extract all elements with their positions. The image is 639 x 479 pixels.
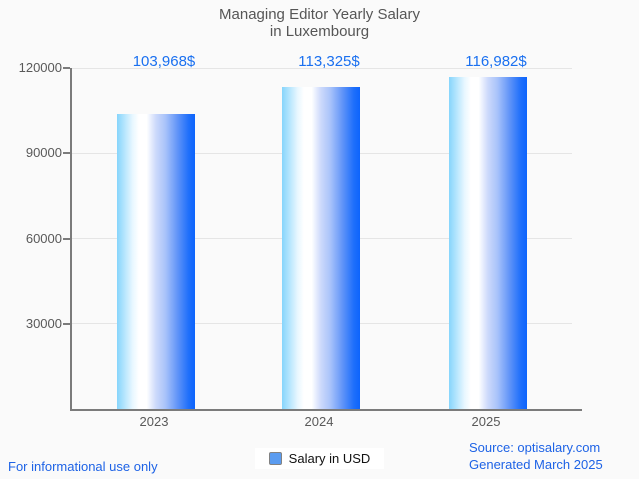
chart-title-line1: Managing Editor Yearly Salary xyxy=(219,6,420,23)
value-label-2023: 103,968$ xyxy=(132,53,196,70)
bar-2024 xyxy=(282,86,360,409)
legend-swatch-icon xyxy=(268,451,282,465)
source-link[interactable]: Source: optisalary.com xyxy=(469,440,601,455)
x-axis-label-2024: 2024 xyxy=(304,414,334,429)
legend: Salary in USD xyxy=(0,446,639,470)
bar-2025 xyxy=(449,76,527,409)
y-axis-label-90000: 90000 xyxy=(25,145,62,161)
y-tick-120000 xyxy=(63,67,70,69)
plot-area xyxy=(63,67,582,411)
value-label-2025: 116,982$ xyxy=(465,53,527,70)
legend-label: Salary in USD xyxy=(288,450,371,466)
value-label-2024: 113,325$ xyxy=(298,53,360,70)
y-tick-90000 xyxy=(63,152,70,155)
gridline-120000 xyxy=(72,67,572,69)
x-axis-label-2023: 2023 xyxy=(139,414,169,429)
y-tick-30000 xyxy=(63,322,70,325)
y-axis-label-120000: 120000 xyxy=(18,60,62,75)
source-block: Source: optisalary.com Generated March 2… xyxy=(469,439,603,473)
x-axis-label-2025: 2025 xyxy=(471,414,501,429)
bar-2023 xyxy=(117,113,195,409)
legend-item-salary: Salary in USD xyxy=(254,447,385,469)
chart-title-line2: in Luxembourg xyxy=(269,23,370,40)
y-axis-label-30000: 30000 xyxy=(25,315,62,331)
y-axis-label-60000: 60000 xyxy=(25,230,62,246)
generated-date: Generated March 2025 xyxy=(469,457,603,472)
y-tick-60000 xyxy=(63,237,70,240)
disclaimer-note: For informational use only xyxy=(8,459,158,474)
chart-title: Managing Editor Yearly Salary in Luxembo… xyxy=(0,6,639,40)
